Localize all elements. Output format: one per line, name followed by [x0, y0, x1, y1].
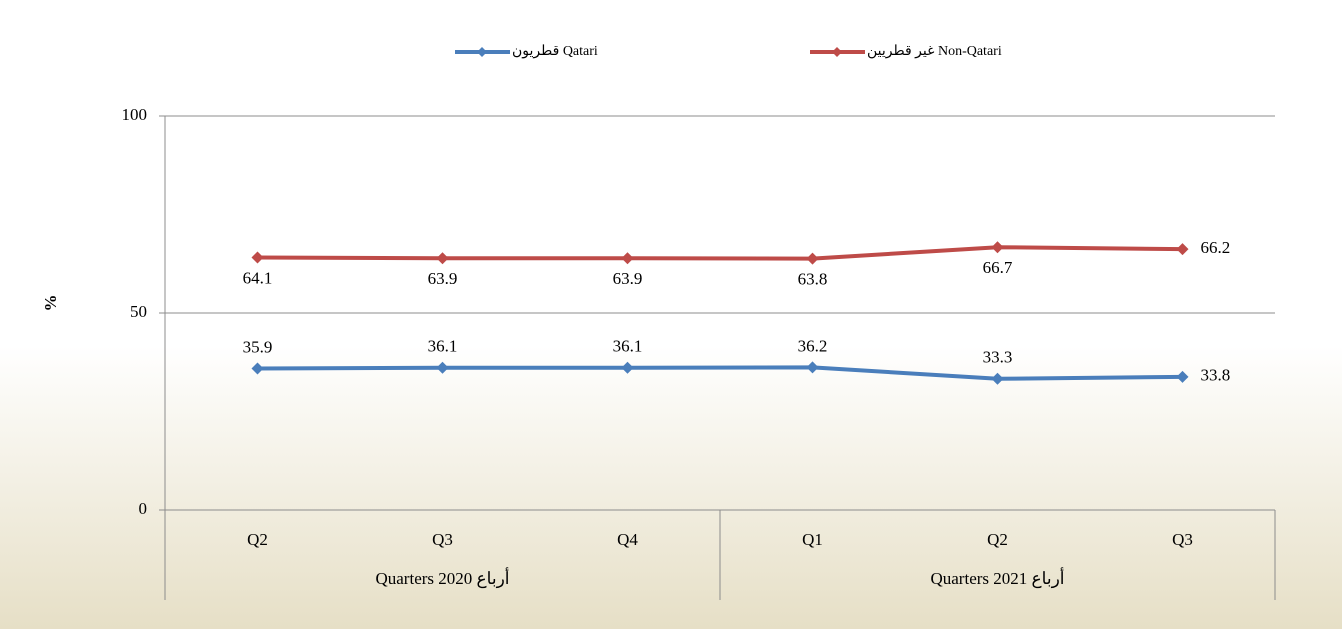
point	[621, 361, 634, 374]
point	[436, 252, 449, 265]
legend-marker	[832, 47, 842, 57]
data-label: 63.9	[428, 269, 458, 288]
point	[436, 361, 449, 374]
point	[251, 362, 264, 375]
point	[251, 251, 264, 264]
y-tick-label: 100	[122, 105, 148, 124]
series-line	[257, 245, 1183, 261]
series-line	[257, 365, 1183, 381]
data-label: 33.3	[983, 348, 1013, 367]
data-label: 36.2	[798, 336, 828, 355]
y-tick-label: 0	[139, 499, 148, 518]
point	[1176, 370, 1189, 383]
x-tick-label: Q4	[617, 530, 638, 549]
point	[806, 252, 819, 265]
data-label: 63.9	[613, 269, 643, 288]
data-label: 36.1	[613, 337, 643, 356]
point	[991, 241, 1004, 254]
x-tick-label: Q3	[1172, 530, 1193, 549]
y-axis-label: %	[41, 295, 60, 312]
x-tick-label: Q2	[247, 530, 268, 549]
data-label: 36.1	[428, 337, 458, 356]
point	[1176, 243, 1189, 256]
data-label: 35.9	[243, 337, 273, 356]
x-tick-label: Q1	[802, 530, 823, 549]
group-label: Quarters 2021 أرباع	[930, 567, 1064, 589]
legend-label: قطريون Qatari	[512, 44, 598, 59]
y-tick-label: 50	[130, 302, 147, 321]
legend-marker	[477, 47, 487, 57]
x-tick-label: Q3	[432, 530, 453, 549]
group-label: Quarters 2020 أرباع	[375, 567, 509, 589]
data-label: 66.7	[983, 258, 1013, 277]
data-label: 64.1	[243, 268, 273, 287]
legend-label: غير قطريين Non-Qatari	[867, 44, 1002, 59]
data-label: 63.8	[798, 270, 828, 289]
data-label: 66.2	[1201, 238, 1231, 257]
point	[621, 252, 634, 265]
data-label: 33.8	[1201, 366, 1231, 385]
point	[991, 372, 1004, 385]
x-tick-label: Q2	[987, 530, 1008, 549]
point	[806, 361, 819, 374]
